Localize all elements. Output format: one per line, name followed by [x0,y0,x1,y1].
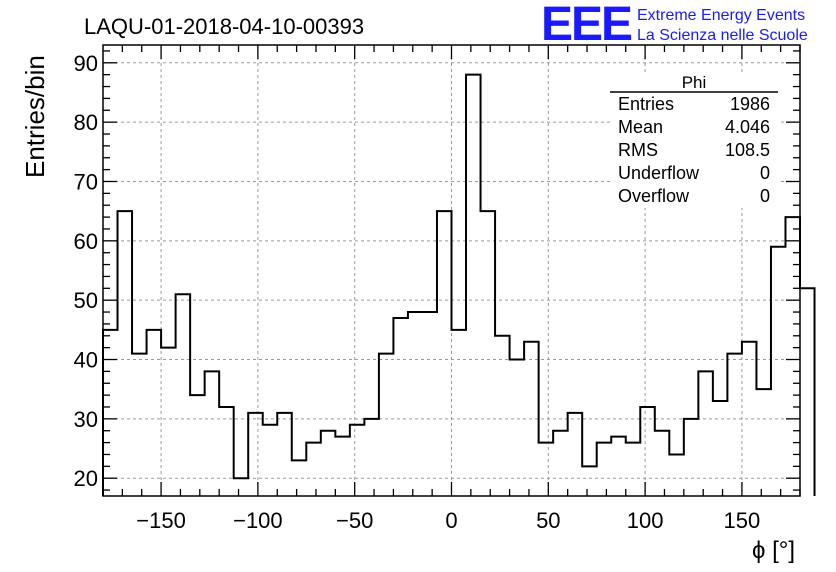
eee-logo: EEE Extreme Energy Events La Scienza nel… [541,0,808,51]
y-tick-label: 60 [74,229,98,254]
y-tick-label: 40 [74,348,98,373]
y-tick-label: 50 [74,288,98,313]
run-title: LAQU-01-2018-04-10-00393 [84,14,364,39]
stats-row-value: 1986 [730,94,770,114]
y-axis: 20 30 40 50 60 70 80 90 [74,50,800,491]
x-tick-label: 100 [627,508,664,533]
x-tick-label: −50 [336,508,373,533]
logo-line-2: La Scienza nelle Scuole [637,27,808,44]
y-tick-label: 80 [74,110,98,135]
stats-row-label: Underflow [618,163,700,183]
stats-row-label: Mean [618,117,663,137]
stats-row-value: 4.046 [725,117,770,137]
x-tick-label: −100 [233,508,283,533]
plot-area: −150 −100 −50 0 50 100 150 20 30 40 50 60 70 80 90 [74,44,816,533]
y-tick-label: 30 [74,407,98,432]
y-tick-label: 70 [74,169,98,194]
y-tick-label: 90 [74,51,98,76]
x-axis-title: ϕ [°] [752,537,795,564]
x-tick-label: −150 [136,508,186,533]
histogram-outline [102,73,816,496]
stats-row-value: 108.5 [725,140,770,160]
stats-row-label: Overflow [618,186,690,206]
x-tick-label: 150 [724,508,761,533]
stats-row-label: RMS [618,140,658,160]
stats-row-label: Entries [618,94,674,114]
y-axis-title: Entries/bin [20,55,50,178]
logo-line-1: Extreme Energy Events [637,7,805,24]
x-axis: −150 −100 −50 0 50 100 150 [121,45,801,533]
stats-box-background [610,74,778,208]
logo-letters: EEE [541,0,632,51]
stats-row-value: 0 [760,186,770,206]
x-tick-label: 0 [445,508,457,533]
stats-title: Phi [682,73,707,92]
y-tick-label: 20 [74,466,98,491]
stats-box: Phi Entries 1986 Mean 4.046 RMS 108.5 Underflo… [610,73,778,208]
stats-row-value: 0 [760,163,770,183]
x-tick-label: 50 [536,508,560,533]
